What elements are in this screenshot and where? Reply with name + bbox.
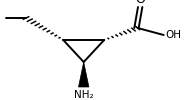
Text: O: O xyxy=(135,0,145,6)
Polygon shape xyxy=(78,62,89,87)
Text: NH₂: NH₂ xyxy=(74,90,94,100)
Text: OH: OH xyxy=(166,30,182,40)
